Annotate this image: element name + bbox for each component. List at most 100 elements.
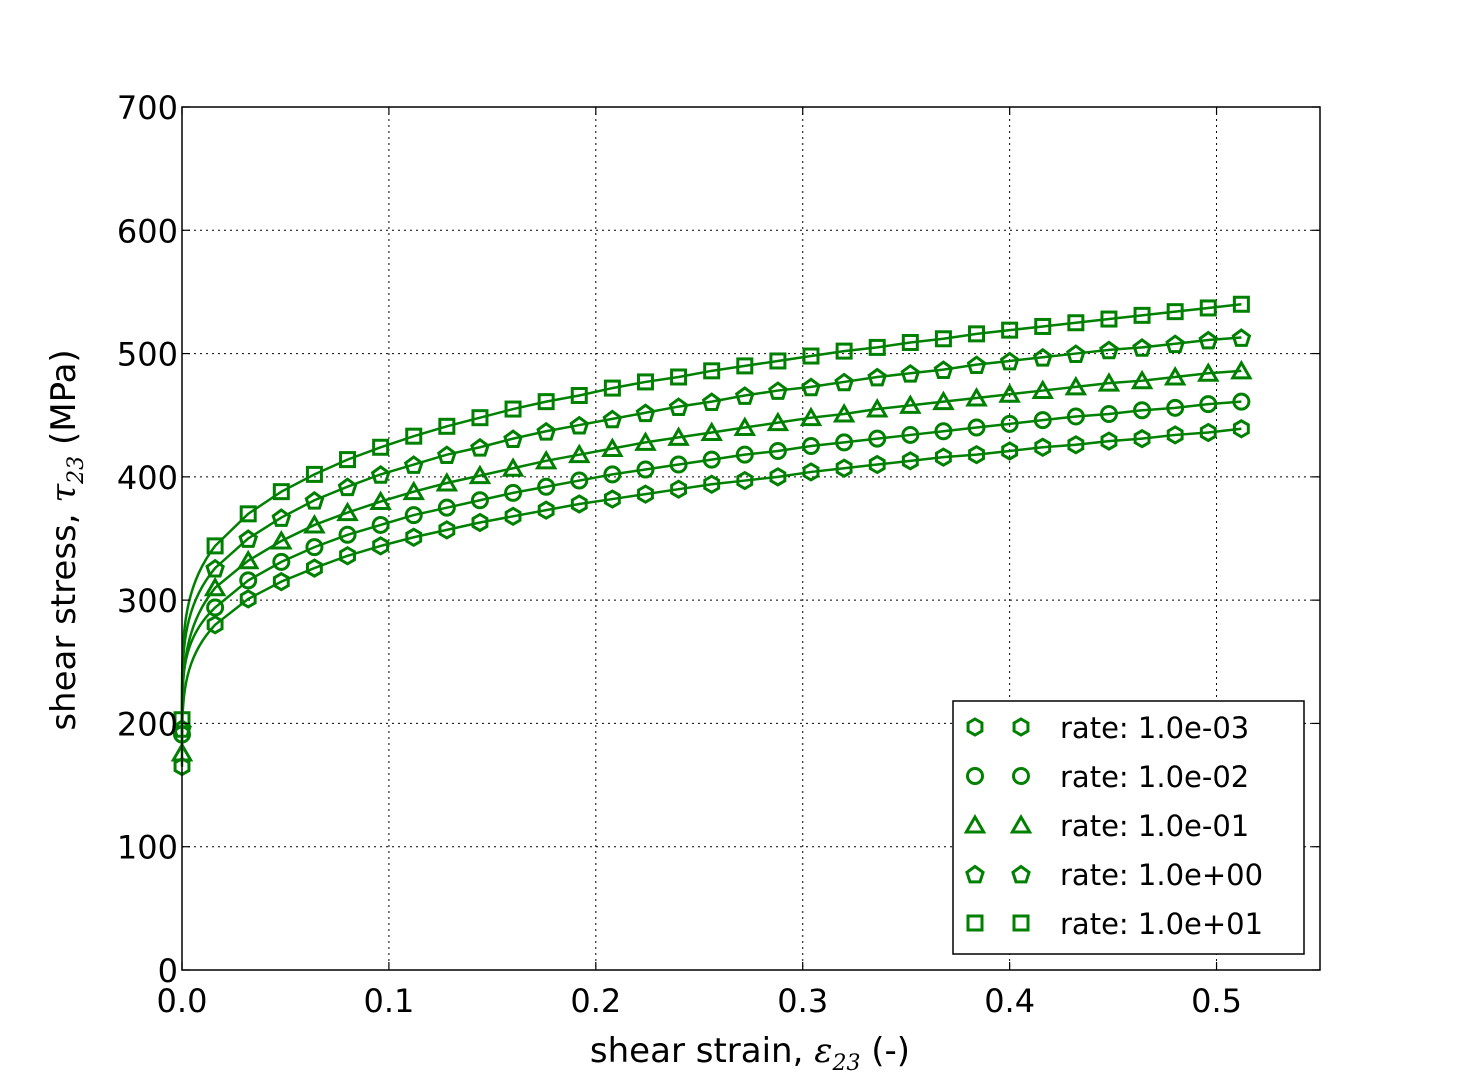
data-point <box>1166 398 1185 417</box>
data-point <box>534 449 558 470</box>
data-point <box>1067 435 1085 455</box>
data-point <box>206 615 224 635</box>
data-point <box>1163 365 1187 386</box>
data-point <box>206 537 224 555</box>
data-point <box>868 429 887 448</box>
data-point <box>272 571 290 592</box>
data-point <box>603 489 621 509</box>
data-point <box>1166 425 1184 445</box>
data-point <box>965 386 988 407</box>
y-axis-title: shear stress, τ23 (MPa) <box>44 349 89 730</box>
data-point <box>1133 401 1152 420</box>
data-point <box>1198 330 1219 350</box>
data-point <box>305 538 324 557</box>
data-point <box>438 520 456 540</box>
data-point <box>369 490 392 511</box>
data-point <box>1099 340 1119 360</box>
data-point <box>436 445 457 465</box>
data-point <box>404 506 423 525</box>
data-point <box>470 491 489 510</box>
data-point <box>703 474 721 494</box>
legend-label: rate: 1.0e-01 <box>1060 809 1249 843</box>
data-point <box>868 454 886 475</box>
data-point <box>769 467 787 487</box>
data-point <box>701 392 722 412</box>
data-point <box>703 362 721 380</box>
data-point <box>734 386 755 405</box>
data-point <box>537 500 555 520</box>
data-point <box>865 398 889 418</box>
data-point <box>272 483 290 501</box>
data-point <box>835 342 853 360</box>
data-point <box>736 470 754 491</box>
data-point <box>967 418 986 437</box>
data-point <box>1166 303 1184 321</box>
data-point <box>768 381 788 400</box>
data-point <box>1197 362 1220 382</box>
data-point <box>966 355 987 375</box>
data-point <box>537 477 556 496</box>
data-point <box>337 477 358 497</box>
data-point <box>1130 369 1154 390</box>
data-point <box>1001 321 1019 339</box>
data-point <box>733 416 757 437</box>
data-point <box>568 443 591 464</box>
data-point <box>372 438 390 456</box>
data-point <box>470 437 490 457</box>
y-tick-label: 700 <box>117 89 178 127</box>
data-point <box>702 450 721 469</box>
data-point <box>503 429 523 449</box>
data-point <box>932 390 955 411</box>
data-point <box>270 529 293 550</box>
data-point <box>403 455 424 474</box>
data-point <box>305 558 323 578</box>
data-point <box>1231 328 1252 347</box>
data-point <box>304 490 325 510</box>
data-point <box>438 417 456 435</box>
data-point <box>1034 437 1052 458</box>
data-point <box>339 546 356 566</box>
data-point <box>668 397 689 416</box>
data-point <box>1031 379 1054 400</box>
data-point <box>901 451 919 471</box>
data-point <box>1100 310 1118 328</box>
data-point <box>471 512 489 533</box>
legend-marker <box>966 717 984 737</box>
data-point <box>504 506 522 527</box>
data-point <box>1067 314 1085 332</box>
x-tick-label: 0.4 <box>984 982 1035 1020</box>
y-tick-label: 500 <box>117 336 178 374</box>
data-point <box>271 508 292 527</box>
data-point <box>402 480 425 501</box>
data-point <box>667 426 690 446</box>
data-point <box>935 447 952 467</box>
series-layer <box>170 295 1253 777</box>
tick-labels: 0.0 0.1 0.2 0.3 0.4 0.5 0 100 200 300 400 500 600 700 <box>117 89 1242 1020</box>
data-point <box>206 598 225 617</box>
legend-marker <box>966 914 984 932</box>
data-point <box>339 451 357 469</box>
legend-entry: rate: 1.0e-02 <box>966 760 1249 794</box>
data-point <box>736 357 754 375</box>
legend-marker <box>1011 864 1031 884</box>
data-point <box>669 455 688 474</box>
legend-entry: rate: 1.0e-01 <box>963 809 1249 843</box>
data-point <box>370 465 391 484</box>
data-point <box>238 529 259 548</box>
data-point <box>636 373 654 391</box>
data-point <box>405 427 423 445</box>
data-point <box>670 479 688 499</box>
data-point <box>635 403 656 423</box>
legend-entry: rate: 1.0e-03 <box>966 711 1249 745</box>
data-point <box>1165 334 1186 354</box>
data-point <box>570 386 588 404</box>
data-point <box>372 536 390 556</box>
data-point <box>934 422 953 441</box>
y-tick-label: 100 <box>117 829 178 867</box>
data-point <box>1034 317 1052 335</box>
data-point <box>834 372 854 392</box>
series-line <box>180 427 1242 767</box>
data-point <box>769 352 787 370</box>
data-point <box>536 421 557 441</box>
